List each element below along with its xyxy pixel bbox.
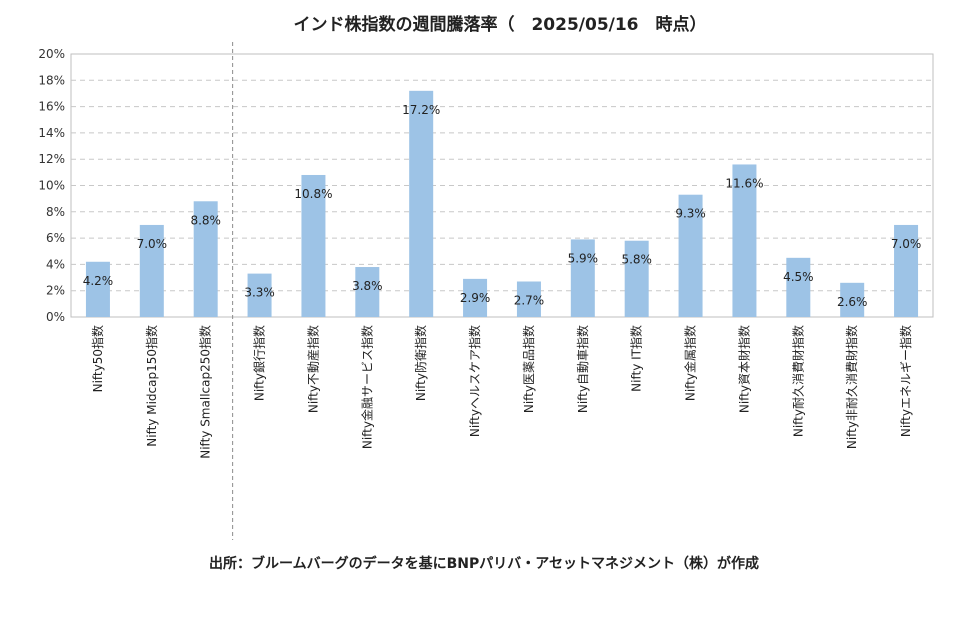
y-tick-label: 0% bbox=[46, 310, 65, 324]
data-label: 2.6% bbox=[837, 295, 868, 309]
category-label: Nifty自動車指数 bbox=[575, 325, 590, 413]
y-tick-label: 6% bbox=[46, 231, 65, 245]
data-label: 3.8% bbox=[352, 279, 383, 293]
category-label: Niftyエネルギー指数 bbox=[898, 325, 913, 437]
data-label: 4.5% bbox=[783, 270, 814, 284]
bar bbox=[678, 194, 703, 317]
bar bbox=[355, 267, 380, 317]
bar bbox=[516, 281, 541, 317]
chart: インド株指数の週間騰落率（ 2025/05/16 時点） 0% 2% 4% 6% 8% 1… bbox=[38, 14, 934, 540]
data-label: 7.0% bbox=[137, 237, 168, 251]
category-label: Nifty銀行指数 bbox=[252, 325, 267, 401]
y-tick-label: 12% bbox=[38, 152, 65, 166]
category-label: Nifty Smallcap250指数 bbox=[198, 325, 213, 459]
y-tick-label: 8% bbox=[46, 205, 65, 219]
data-label: 17.2% bbox=[402, 103, 440, 117]
x-axis: Nifty50指数 Nifty Midcap150指数 Nifty Smallcap… bbox=[90, 325, 913, 459]
y-tick-label: 4% bbox=[46, 257, 65, 271]
bar bbox=[301, 174, 326, 317]
category-label: Nifty医薬品指数 bbox=[521, 325, 536, 413]
bar bbox=[786, 257, 811, 317]
grid bbox=[70, 42, 934, 540]
y-axis: 0% 2% 4% 6% 8% 10% 12% 14% 16% 18% 20% bbox=[38, 47, 65, 324]
bar bbox=[193, 201, 218, 317]
y-tick-label: 16% bbox=[38, 100, 65, 114]
chart-title: インド株指数の週間騰落率（ 2025/05/16 時点） bbox=[293, 14, 706, 35]
category-label: Nifty Midcap150指数 bbox=[144, 325, 159, 447]
category-label: Niftyヘルスケア指数 bbox=[467, 325, 482, 437]
category-label: Nifty金融サービス指数 bbox=[359, 325, 374, 449]
bar bbox=[409, 90, 434, 317]
data-label: 7.0% bbox=[891, 237, 922, 251]
category-label: Nifty金属指数 bbox=[683, 325, 698, 401]
data-label: 2.7% bbox=[514, 293, 545, 307]
bar bbox=[570, 239, 595, 317]
data-label: 3.3% bbox=[244, 286, 275, 300]
bar bbox=[139, 224, 164, 317]
bar bbox=[247, 273, 272, 317]
category-label: Nifty不動産指数 bbox=[305, 325, 320, 413]
category-label: Nifty非耐久消費財指数 bbox=[844, 325, 859, 449]
data-label: 9.3% bbox=[675, 207, 706, 221]
bar bbox=[85, 261, 110, 317]
category-label: Nifty IT指数 bbox=[629, 325, 644, 392]
data-label: 4.2% bbox=[83, 274, 114, 288]
bar bbox=[894, 224, 919, 317]
y-tick-label: 20% bbox=[38, 47, 65, 61]
data-labels: 4.2% 7.0% 8.8% 3.3% 10.8% 3.8% 17.2% 2.9% 2.7% 5.… bbox=[83, 103, 922, 309]
y-tick-label: 14% bbox=[38, 126, 65, 140]
bars bbox=[85, 90, 919, 317]
data-label: 2.9% bbox=[460, 291, 491, 305]
category-label: Nifty防衛指数 bbox=[413, 325, 428, 401]
data-label: 8.8% bbox=[190, 213, 221, 227]
category-label: Nifty資本財指数 bbox=[736, 325, 751, 413]
category-label: Nifty耐久消費財指数 bbox=[790, 325, 805, 437]
bar bbox=[840, 282, 865, 317]
bar bbox=[463, 278, 488, 317]
data-label: 10.8% bbox=[294, 187, 332, 201]
y-tick-label: 2% bbox=[46, 284, 65, 298]
data-label: 5.9% bbox=[568, 251, 599, 265]
y-tick-label: 18% bbox=[38, 73, 65, 87]
source-note: 出所：ブルームバーグのデータを基にBNPパリバ・アセットマネジメント（株）が作成 bbox=[209, 556, 759, 572]
y-tick-label: 10% bbox=[38, 179, 65, 193]
category-label: Nifty50指数 bbox=[90, 325, 105, 392]
data-label: 11.6% bbox=[725, 176, 763, 190]
bar bbox=[732, 164, 757, 317]
data-label: 5.8% bbox=[621, 253, 652, 267]
bar bbox=[624, 240, 649, 317]
